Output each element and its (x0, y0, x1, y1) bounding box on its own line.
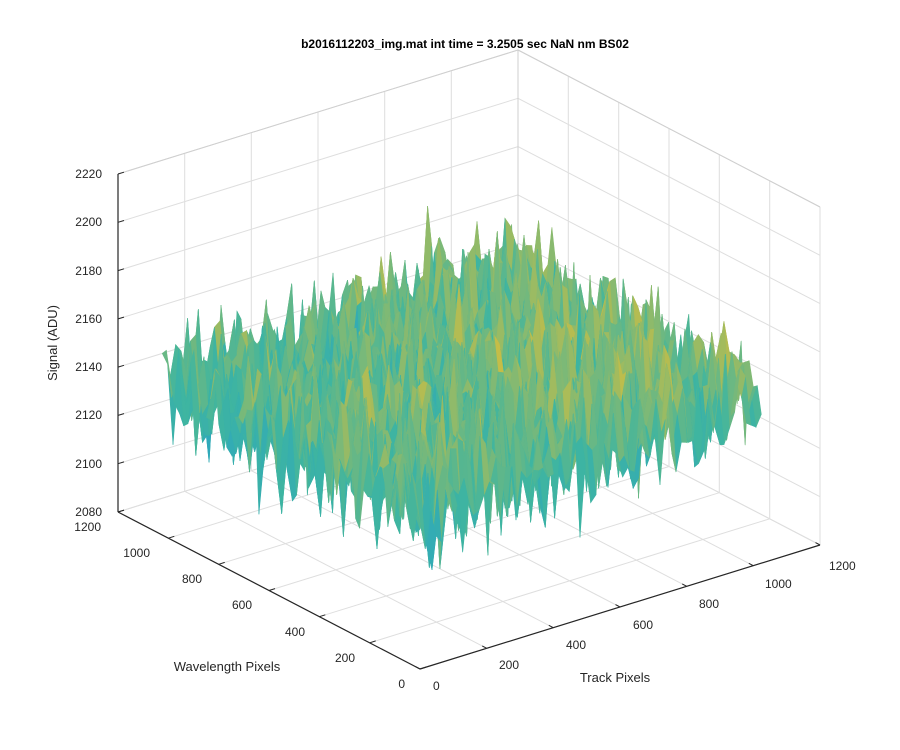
z-axis-label: Signal (ADU) (45, 305, 60, 381)
axis-lines (117, 171, 821, 670)
track-tick-label: 0 (433, 679, 440, 693)
y-tick-mark (369, 640, 376, 644)
y-tick-mark (117, 509, 125, 513)
x-tick-mark (481, 645, 487, 649)
z-tick-mark (117, 413, 125, 416)
x-tick-mark (415, 666, 421, 670)
x-tick-mark (681, 583, 687, 587)
x-tick-mark (548, 624, 554, 629)
wavelength-tick-label: 800 (182, 572, 202, 586)
y-grid-line (369, 518, 770, 644)
y-grid-line (319, 492, 720, 618)
wavelength-tick-label: 0 (398, 677, 405, 691)
x-tick-mark (815, 542, 821, 546)
y-tick-mark (218, 561, 225, 565)
z-tick-mark (117, 461, 125, 465)
z-tick-label: 2080 (75, 505, 102, 519)
z-tick-label: 2180 (75, 264, 102, 278)
track-tick-label: 200 (499, 658, 519, 672)
track-tick-labels: 0 200 400 600 800 1000 1200 (433, 559, 856, 693)
wavelength-tick-labels: 0 200 400 600 800 1000 1200 (74, 520, 405, 691)
x-axis-label: Track Pixels (580, 670, 651, 685)
y-tick-mark (319, 614, 326, 618)
z-tick-mark (117, 268, 125, 272)
x-tick-mark (748, 562, 754, 567)
wavelength-tick-label: 200 (335, 651, 355, 665)
wavelength-tick-label: 1000 (123, 546, 150, 560)
z-tick-label: 2200 (75, 215, 102, 229)
y-tick-mark (168, 535, 175, 539)
wavelength-tick-label: 1200 (74, 520, 101, 534)
wavelength-tick-label: 400 (285, 625, 305, 639)
track-tick-label: 800 (699, 597, 719, 611)
z-tick-mark (117, 364, 125, 368)
y-axis-label: Wavelength Pixels (174, 659, 281, 674)
track-tick-label: 400 (566, 638, 586, 652)
x-tick-mark (615, 604, 621, 608)
z-tick-label: 2100 (75, 457, 102, 471)
chart-title: b2016112203_img.mat int time = 3.2505 se… (301, 37, 629, 51)
z-tick-mark (117, 316, 125, 320)
z-tick-label: 2120 (75, 408, 102, 422)
z-tick-labels: 2080 2100 2120 2140 2160 2180 2200 2220 (75, 167, 102, 519)
box-edge (117, 49, 519, 175)
y-tick-mark (268, 588, 276, 591)
y-grid-line (268, 466, 670, 591)
track-tick-label: 1000 (765, 577, 792, 591)
track-tick-label: 600 (633, 618, 653, 632)
box-edge (517, 49, 821, 208)
surface-patch (415, 477, 426, 549)
track-tick-label: 1200 (829, 559, 856, 573)
z-tick-label: 2160 (75, 312, 102, 326)
z-tick-label: 2220 (75, 167, 102, 181)
z-tick-mark (117, 220, 125, 223)
z-tick-label: 2140 (75, 360, 102, 374)
y-tick-mark (419, 666, 427, 670)
wavelength-tick-label: 600 (232, 598, 252, 612)
z-tick-mark (117, 171, 125, 175)
surface-mesh (161, 206, 762, 570)
